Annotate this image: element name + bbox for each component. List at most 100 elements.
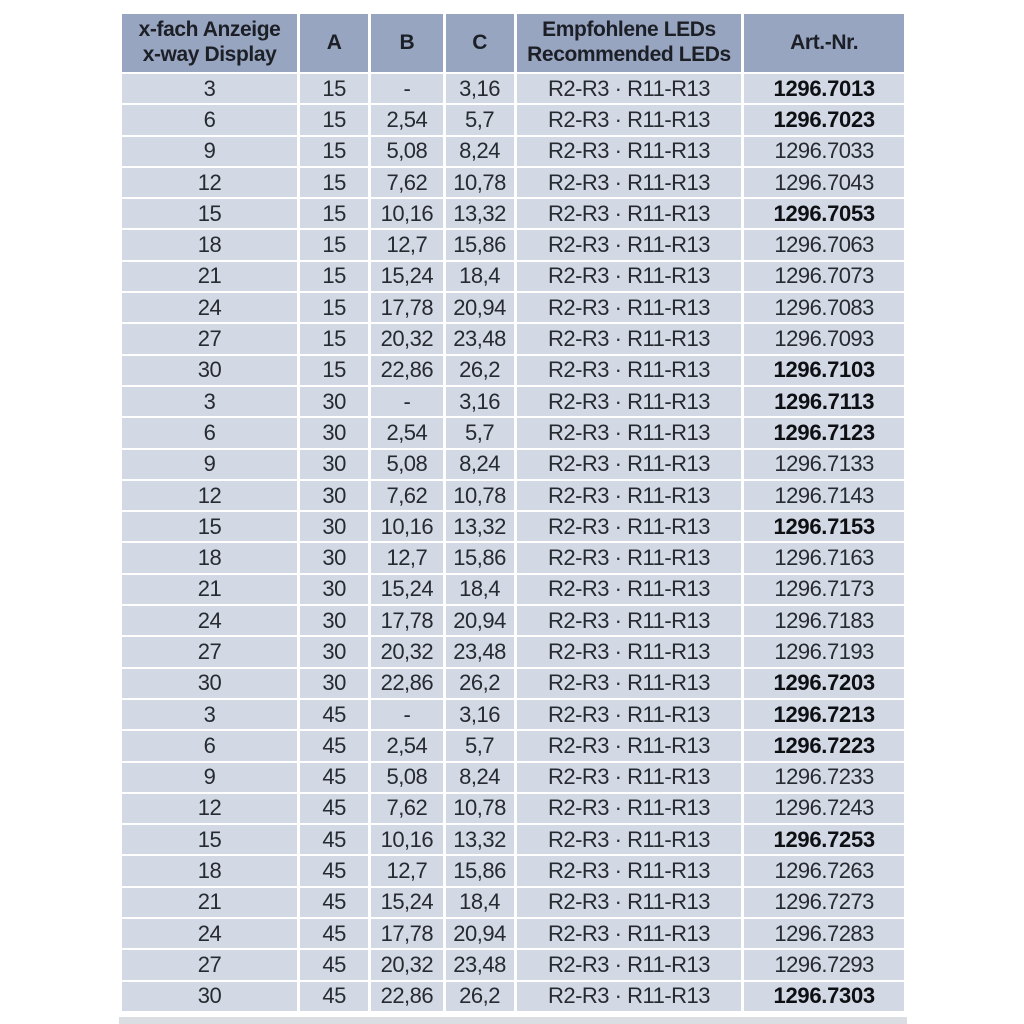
cell-dim-a: 15 xyxy=(300,136,369,166)
cell-dim-a: 30 xyxy=(300,386,369,417)
cell-dim-c: 20,94 xyxy=(445,919,514,949)
cell-x-way-display: 21 xyxy=(122,261,298,292)
table-row: 30 15 22,86 26,2 R2-R3 · R11-R13 1296.71… xyxy=(122,355,904,385)
cell-art-nr: 1296.7183 xyxy=(744,606,904,636)
cell-x-way-display: 24 xyxy=(122,606,298,636)
cell-x-way-display: 3 xyxy=(122,74,298,104)
table-row: 27 30 20,32 23,48 R2-R3 · R11-R13 1296.7… xyxy=(122,637,904,667)
cell-recommended-leds: R2-R3 · R11-R13 xyxy=(516,261,742,292)
cell-art-nr: 1296.7043 xyxy=(744,167,904,198)
cell-dim-a: 30 xyxy=(300,637,369,667)
cell-dim-c: 5,7 xyxy=(445,731,514,761)
cell-dim-c: 23,48 xyxy=(445,324,514,354)
table-row: 6 30 2,54 5,7 R2-R3 · R11-R13 1296.7123 xyxy=(122,418,904,448)
cell-recommended-leds: R2-R3 · R11-R13 xyxy=(516,199,742,229)
cell-recommended-leds: R2-R3 · R11-R13 xyxy=(516,637,742,667)
cell-dim-b: 20,32 xyxy=(371,637,443,667)
cell-art-nr: 1296.7303 xyxy=(744,981,904,1011)
cell-recommended-leds: R2-R3 · R11-R13 xyxy=(516,418,742,448)
cell-x-way-display: 30 xyxy=(122,355,298,385)
cell-dim-a: 45 xyxy=(300,887,369,918)
cell-recommended-leds: R2-R3 · R11-R13 xyxy=(516,919,742,949)
cell-dim-a: 45 xyxy=(300,856,369,886)
cell-dim-a: 30 xyxy=(300,449,369,479)
table-row: 9 15 5,08 8,24 R2-R3 · R11-R13 1296.7033 xyxy=(122,136,904,166)
header-display-line1: x-fach Anzeige xyxy=(138,18,281,42)
cell-dim-b: 22,86 xyxy=(371,981,443,1011)
cell-dim-c: 5,7 xyxy=(445,418,514,448)
cell-dim-c: 3,16 xyxy=(445,386,514,417)
cell-art-nr: 1296.7293 xyxy=(744,950,904,980)
cell-dim-b: 12,7 xyxy=(371,856,443,886)
table-row: 12 30 7,62 10,78 R2-R3 · R11-R13 1296.71… xyxy=(122,480,904,511)
cell-dim-b: 22,86 xyxy=(371,668,443,698)
cell-art-nr: 1296.7063 xyxy=(744,230,904,260)
cell-recommended-leds: R2-R3 · R11-R13 xyxy=(516,136,742,166)
cell-x-way-display: 18 xyxy=(122,543,298,573)
cell-dim-c: 8,24 xyxy=(445,449,514,479)
cell-recommended-leds: R2-R3 · R11-R13 xyxy=(516,543,742,573)
table-row: 27 45 20,32 23,48 R2-R3 · R11-R13 1296.7… xyxy=(122,950,904,980)
cell-dim-c: 20,94 xyxy=(445,293,514,323)
table-row: 18 15 12,7 15,86 R2-R3 · R11-R13 1296.70… xyxy=(122,230,904,260)
cell-dim-b: 12,7 xyxy=(371,230,443,260)
cell-x-way-display: 12 xyxy=(122,480,298,511)
cell-dim-a: 30 xyxy=(300,480,369,511)
cell-dim-b: 7,62 xyxy=(371,480,443,511)
cell-x-way-display: 30 xyxy=(122,981,298,1011)
cell-dim-c: 18,4 xyxy=(445,887,514,918)
next-section-edge xyxy=(119,1017,907,1024)
cell-dim-a: 15 xyxy=(300,230,369,260)
cell-dim-c: 23,48 xyxy=(445,950,514,980)
cell-dim-b: - xyxy=(371,74,443,104)
cell-recommended-leds: R2-R3 · R11-R13 xyxy=(516,731,742,761)
cell-x-way-display: 24 xyxy=(122,293,298,323)
cell-dim-b: 10,16 xyxy=(371,825,443,855)
cell-dim-a: 15 xyxy=(300,324,369,354)
table-row: 9 45 5,08 8,24 R2-R3 · R11-R13 1296.7233 xyxy=(122,762,904,792)
cell-dim-c: 15,86 xyxy=(445,230,514,260)
cell-dim-b: - xyxy=(371,699,443,730)
cell-dim-c: 13,32 xyxy=(445,825,514,855)
header-cell-b: B xyxy=(371,14,443,72)
cell-art-nr: 1296.7103 xyxy=(744,355,904,385)
table-row: 15 45 10,16 13,32 R2-R3 · R11-R13 1296.7… xyxy=(122,825,904,855)
header-cell-display: x-fach Anzeige x-way Display xyxy=(122,14,298,72)
cell-dim-b: 2,54 xyxy=(371,418,443,448)
cell-dim-c: 18,4 xyxy=(445,574,514,605)
cell-dim-c: 13,32 xyxy=(445,512,514,542)
table-row: 12 15 7,62 10,78 R2-R3 · R11-R13 1296.70… xyxy=(122,167,904,198)
cell-x-way-display: 9 xyxy=(122,136,298,166)
cell-x-way-display: 6 xyxy=(122,731,298,761)
cell-dim-c: 18,4 xyxy=(445,261,514,292)
cell-dim-a: 45 xyxy=(300,699,369,730)
cell-recommended-leds: R2-R3 · R11-R13 xyxy=(516,512,742,542)
cell-dim-c: 15,86 xyxy=(445,543,514,573)
cell-dim-a: 15 xyxy=(300,355,369,385)
cell-art-nr: 1296.7273 xyxy=(744,887,904,918)
cell-art-nr: 1296.7233 xyxy=(744,762,904,792)
cell-x-way-display: 21 xyxy=(122,887,298,918)
cell-recommended-leds: R2-R3 · R11-R13 xyxy=(516,793,742,824)
cell-art-nr: 1296.7143 xyxy=(744,480,904,511)
cell-dim-a: 45 xyxy=(300,981,369,1011)
cell-x-way-display: 24 xyxy=(122,919,298,949)
cell-recommended-leds: R2-R3 · R11-R13 xyxy=(516,480,742,511)
cell-art-nr: 1296.7023 xyxy=(744,105,904,135)
cell-art-nr: 1296.7033 xyxy=(744,136,904,166)
cell-dim-b: 22,86 xyxy=(371,355,443,385)
cell-recommended-leds: R2-R3 · R11-R13 xyxy=(516,950,742,980)
cell-recommended-leds: R2-R3 · R11-R13 xyxy=(516,887,742,918)
cell-dim-c: 3,16 xyxy=(445,699,514,730)
table-row: 3 45 - 3,16 R2-R3 · R11-R13 1296.7213 xyxy=(122,699,904,730)
cell-recommended-leds: R2-R3 · R11-R13 xyxy=(516,574,742,605)
table-row: 3 15 - 3,16 R2-R3 · R11-R13 1296.7013 xyxy=(122,74,904,104)
cell-art-nr: 1296.7283 xyxy=(744,919,904,949)
cell-dim-a: 45 xyxy=(300,919,369,949)
table-body: 3 15 - 3,16 R2-R3 · R11-R13 1296.7013 6 … xyxy=(122,74,904,1011)
table-row: 6 45 2,54 5,7 R2-R3 · R11-R13 1296.7223 xyxy=(122,731,904,761)
cell-dim-b: 2,54 xyxy=(371,731,443,761)
product-table-wrap: x-fach Anzeige x-way Display A B C Empfo… xyxy=(119,12,907,1013)
cell-dim-b: 10,16 xyxy=(371,199,443,229)
